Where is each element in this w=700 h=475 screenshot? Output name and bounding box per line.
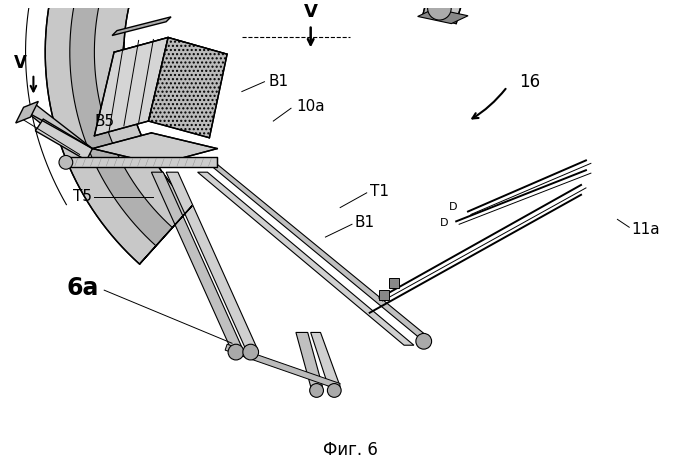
Polygon shape (36, 119, 92, 161)
Polygon shape (114, 38, 227, 69)
Polygon shape (26, 104, 92, 154)
Polygon shape (225, 344, 340, 390)
Circle shape (228, 344, 244, 360)
Polygon shape (151, 172, 242, 347)
Text: 16: 16 (519, 73, 540, 91)
Text: B1: B1 (355, 215, 375, 230)
Text: 6a: 6a (66, 276, 99, 300)
Circle shape (243, 344, 258, 360)
Text: T1: T1 (370, 184, 389, 200)
Circle shape (428, 0, 452, 20)
Text: Фиг. 6: Фиг. 6 (323, 441, 377, 459)
Polygon shape (379, 290, 389, 300)
Text: V: V (14, 54, 27, 72)
Text: 11a: 11a (631, 222, 660, 237)
Polygon shape (92, 133, 217, 164)
Circle shape (416, 333, 432, 349)
Polygon shape (148, 38, 227, 138)
Polygon shape (389, 278, 399, 288)
Circle shape (309, 384, 323, 397)
Polygon shape (94, 38, 168, 136)
Polygon shape (311, 332, 340, 387)
Polygon shape (166, 172, 257, 347)
Circle shape (328, 384, 341, 397)
Polygon shape (66, 157, 217, 167)
Polygon shape (197, 172, 414, 345)
Text: 10a: 10a (296, 99, 325, 114)
Text: V: V (304, 3, 318, 21)
Polygon shape (112, 17, 171, 36)
Text: B5: B5 (94, 114, 115, 129)
Polygon shape (423, 0, 555, 24)
Text: T5: T5 (73, 189, 92, 204)
Polygon shape (70, 0, 289, 246)
Text: B1: B1 (268, 74, 288, 89)
Text: D: D (440, 218, 449, 228)
Polygon shape (46, 0, 295, 264)
Polygon shape (296, 332, 323, 387)
Polygon shape (418, 9, 468, 24)
Polygon shape (209, 164, 428, 337)
Text: D: D (449, 201, 458, 211)
Circle shape (59, 155, 73, 169)
Polygon shape (15, 101, 38, 123)
Polygon shape (139, 206, 193, 264)
Polygon shape (423, 0, 551, 20)
